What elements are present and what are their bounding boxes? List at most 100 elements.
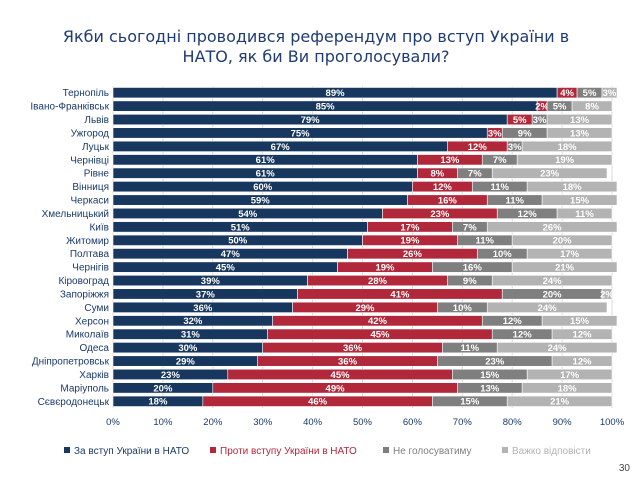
x-tick-label: 70%	[453, 417, 473, 428]
legend-swatch	[383, 447, 389, 453]
x-tick-label: 10%	[153, 417, 173, 428]
data-label: 10%	[493, 249, 513, 260]
data-label: 21%	[555, 263, 575, 274]
data-label: 18%	[148, 397, 168, 408]
category-label: Черкаси	[70, 196, 109, 207]
legend-label: Не голосуватиму	[393, 446, 472, 457]
bar-segment	[526, 248, 613, 260]
x-tick-label: 0%	[106, 417, 120, 428]
data-label: 12%	[433, 182, 453, 193]
legend-swatch	[502, 447, 508, 453]
category-label: Ужгород	[71, 128, 110, 139]
data-label: 12%	[518, 209, 538, 220]
data-label: 17%	[560, 370, 580, 381]
data-label: 18%	[558, 383, 578, 394]
data-label: 42%	[368, 316, 388, 327]
data-label: 19%	[375, 263, 395, 274]
category-label: Тернопіль	[63, 88, 109, 99]
data-label: 85%	[316, 102, 336, 113]
x-tick-label: 30%	[253, 417, 273, 428]
data-label: 30%	[178, 343, 198, 354]
bar-segment	[491, 275, 613, 287]
data-label: 24%	[548, 343, 568, 354]
category-label: Житомир	[66, 236, 109, 247]
data-label: 36%	[338, 356, 358, 367]
legend: За вступ України в НАТО Проти вступу Укра…	[64, 446, 591, 457]
legend-label: Проти вступу України в НАТО	[220, 446, 357, 457]
data-label: 23%	[430, 209, 450, 220]
data-label: 3%	[488, 128, 502, 139]
data-label: 24%	[538, 303, 558, 314]
bar-segment	[571, 100, 613, 112]
data-label: 7%	[493, 155, 507, 166]
data-label: 20%	[553, 236, 573, 247]
data-label: 23%	[485, 356, 505, 367]
bar-segment	[526, 368, 613, 380]
data-label: 18%	[558, 142, 578, 153]
bar-segment	[546, 114, 613, 126]
bar-segment	[496, 342, 618, 354]
bar-segment	[506, 395, 613, 407]
bar-segment	[486, 221, 618, 233]
data-label: 19%	[555, 155, 575, 166]
category-label: Миколаїв	[66, 330, 109, 341]
data-label: 11%	[461, 343, 480, 354]
data-label: 3%	[533, 115, 547, 126]
category-label: Кіровоград	[58, 276, 109, 287]
bar-segment	[601, 288, 613, 300]
data-label: 11%	[476, 236, 495, 247]
category-label: Івано-Франківськ	[30, 102, 109, 113]
data-label: 75%	[291, 128, 311, 139]
data-label: 23%	[540, 169, 560, 180]
data-label: 11%	[575, 209, 594, 220]
data-label: 8%	[430, 169, 444, 180]
data-label: 12%	[573, 356, 593, 367]
data-label: 4%	[560, 88, 574, 99]
category-label: Луцьк	[82, 142, 110, 153]
category-label: Харків	[79, 370, 109, 381]
data-label: 18%	[563, 182, 583, 193]
data-label: 60%	[253, 182, 273, 193]
data-label: 7%	[468, 169, 482, 180]
category-label: Одеса	[79, 343, 109, 354]
data-label: 17%	[400, 222, 420, 233]
data-label: 49%	[326, 383, 346, 394]
data-label: 9%	[463, 276, 477, 287]
bars: 89% 4% 5% 3%85% 2% 5% 8%79% 5% 3% 13%75% 3% 9% 13%67…	[112, 87, 618, 408]
category-label: Хмельницький	[42, 209, 109, 220]
data-label: 51%	[231, 222, 251, 233]
data-label: 46%	[308, 397, 328, 408]
category-label: Маріуполь	[60, 383, 109, 394]
data-label: 8%	[585, 102, 599, 113]
data-label: 21%	[550, 397, 570, 408]
bar-segment	[551, 328, 613, 340]
bar-segment	[526, 181, 618, 193]
data-label: 26%	[543, 222, 563, 233]
data-label: 10%	[453, 303, 473, 314]
data-label: 23%	[161, 370, 181, 381]
data-label: 20%	[543, 289, 563, 300]
bar-segment	[511, 261, 618, 273]
data-label: 15%	[460, 397, 480, 408]
bar-segment	[521, 382, 613, 394]
data-label: 61%	[256, 169, 276, 180]
x-axis-ticks: 0% 10% 20% 30% 40% 50% 60% 70% 80% 90% 100%	[106, 417, 625, 428]
legend-swatch	[210, 447, 216, 453]
bar-segment	[556, 207, 613, 219]
data-label: 45%	[370, 330, 390, 341]
legend-label: Важко відповісти	[512, 446, 591, 457]
data-label: 26%	[403, 249, 423, 260]
data-label: 36%	[343, 343, 363, 354]
bar-segment	[541, 194, 618, 206]
data-label: 16%	[463, 263, 483, 274]
data-label: 5%	[513, 115, 527, 126]
x-tick-label: 40%	[303, 417, 323, 428]
data-label: 12%	[573, 330, 593, 341]
data-label: 50%	[228, 236, 248, 247]
data-label: 11%	[505, 195, 524, 206]
data-label: 54%	[238, 209, 258, 220]
data-label: 36%	[193, 303, 213, 314]
data-label: 89%	[326, 88, 346, 99]
category-label: Чернівці	[70, 155, 109, 166]
